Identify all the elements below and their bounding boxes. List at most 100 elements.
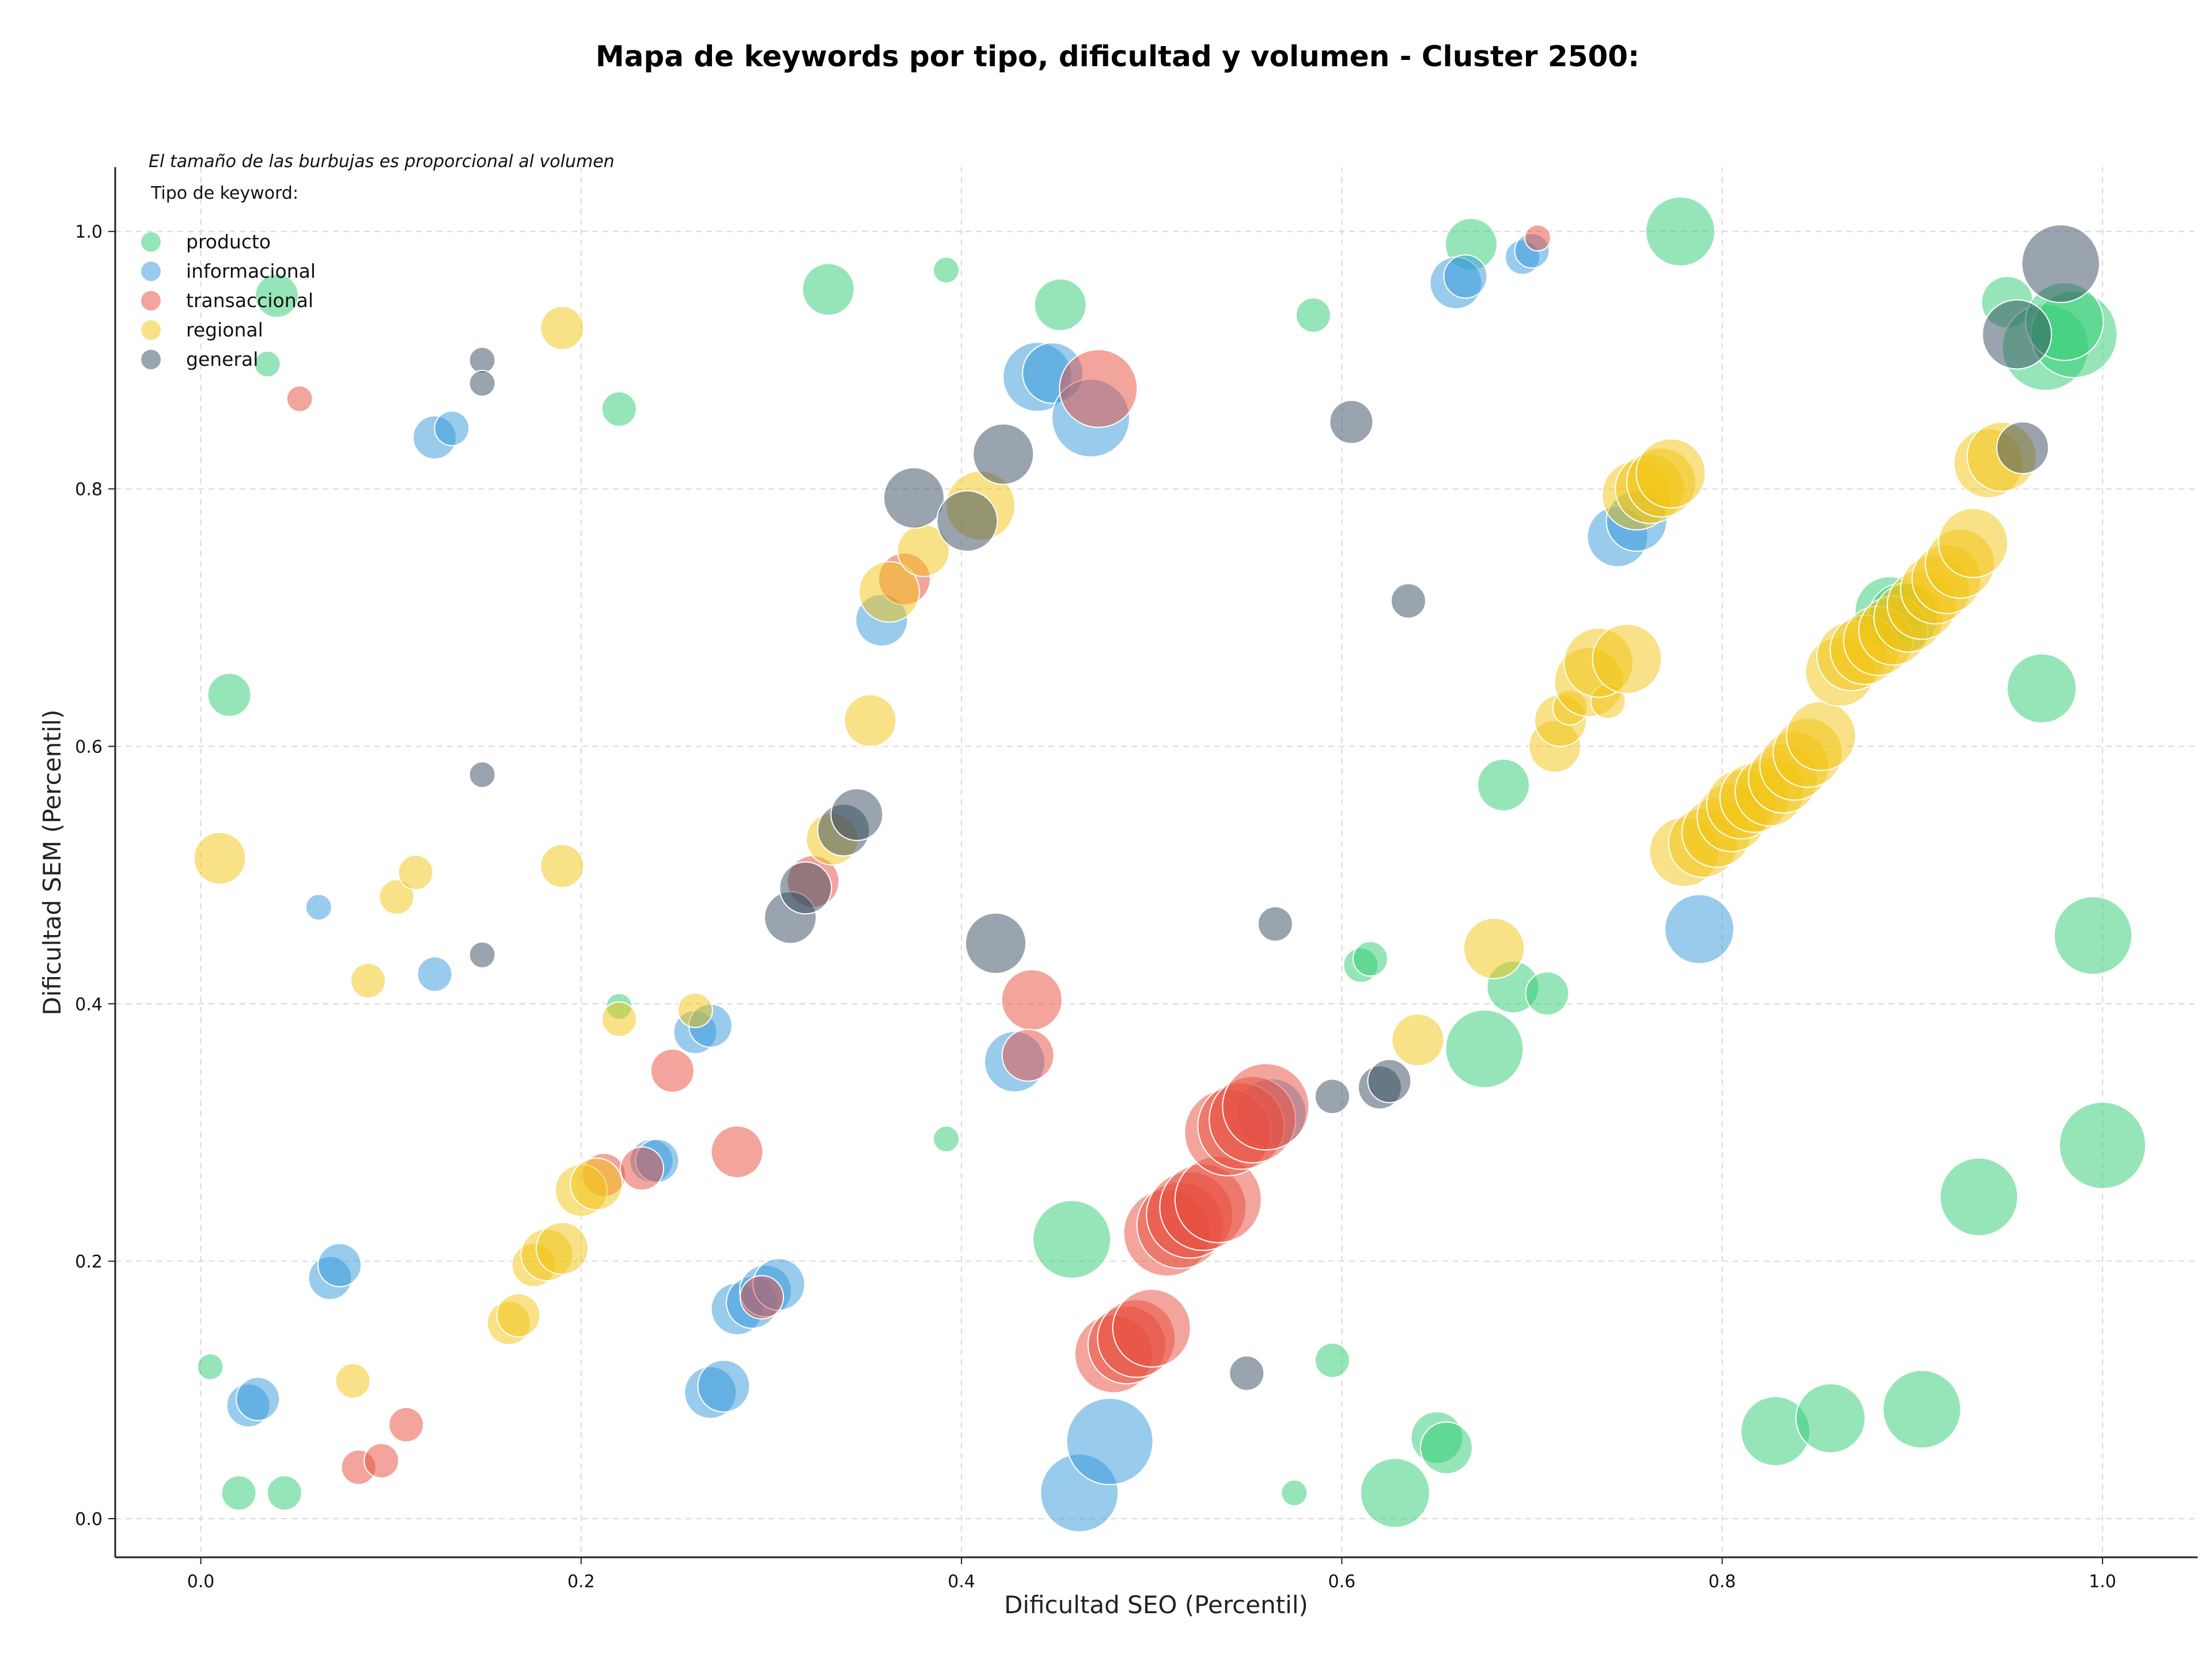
bubble-producto: [601, 391, 637, 427]
bubble-regional: [1463, 917, 1525, 979]
bubble-producto: [1314, 1342, 1350, 1379]
bubble-general: [468, 761, 496, 789]
legend-label-general: general: [186, 348, 258, 370]
bubble-regional: [1592, 623, 1662, 694]
bubble-transaccional: [286, 385, 313, 413]
x-axis-ticks: 0.0 0.2 0.4 0.6 0.8 1.0: [187, 1557, 2116, 1592]
bubble-general: [779, 861, 832, 915]
y-axis-label: Dificultad SEM (Percentil): [38, 710, 66, 1016]
legend-marker-regional: [141, 320, 161, 340]
bubble-producto: [1281, 1479, 1308, 1507]
legend-label-producto: producto: [186, 230, 271, 253]
legend-label-regional: regional: [186, 319, 263, 341]
bubble-general: [830, 788, 884, 841]
y-tick-label: 0.2: [75, 1252, 103, 1272]
bubble-producto: [255, 273, 300, 318]
bubble-transaccional: [1222, 1063, 1310, 1151]
bubble-transaccional: [388, 1406, 425, 1443]
bubble-regional: [570, 1157, 623, 1211]
bubble-general: [965, 912, 1027, 974]
bubble-general: [1982, 299, 2052, 370]
bubble-producto: [1795, 1383, 1866, 1454]
bubble-producto: [1032, 1200, 1112, 1279]
bubble-general: [468, 369, 496, 397]
bubble-transaccional: [739, 1275, 784, 1320]
legend-heading: Tipo de keyword:: [150, 183, 298, 203]
bubble-producto: [1419, 1421, 1473, 1475]
legend-marker-informacional: [141, 262, 161, 281]
bubble-producto: [2053, 896, 2133, 975]
bubble-general: [1996, 421, 2050, 475]
bubble-producto: [2006, 653, 2077, 724]
y-tick-label: 0.4: [75, 994, 103, 1015]
bubble-regional: [540, 305, 585, 350]
bubble-informacional: [697, 1359, 751, 1413]
bubble-regional: [601, 1001, 637, 1038]
bubble-producto: [1033, 278, 1087, 332]
x-tick-label: 0.2: [567, 1572, 595, 1592]
bubbles-layer: [193, 196, 2146, 1533]
y-tick-label: 0.6: [75, 737, 103, 757]
bubble-producto: [221, 1475, 257, 1511]
bubble-producto: [266, 1475, 302, 1511]
bubble-regional: [535, 1221, 589, 1275]
bubble-general: [468, 346, 496, 374]
bubble-producto: [1352, 941, 1388, 977]
bubble-producto: [1882, 1369, 1961, 1449]
legend-marker-producto: [141, 232, 161, 252]
bubble-regional: [397, 854, 434, 891]
bubble-general: [1390, 582, 1426, 619]
bubble-producto: [1477, 758, 1530, 812]
bubble-informacional: [434, 410, 470, 447]
legend-marker-general: [141, 350, 161, 369]
x-tick-label: 0.4: [948, 1572, 975, 1592]
bubble-producto: [933, 256, 960, 284]
bubble-general: [1329, 399, 1374, 444]
bubble-regional: [858, 561, 921, 623]
chart-title: Mapa de keywords por tipo, dificultad y …: [596, 40, 1639, 73]
bubble-producto: [196, 1353, 224, 1380]
bubble-transaccional: [710, 1125, 764, 1179]
x-tick-label: 0.6: [1328, 1572, 1356, 1592]
bubble-regional: [496, 1293, 541, 1338]
bubble-transaccional: [1001, 969, 1063, 1031]
legend-note: El tamaño de las burbujas es proporciona…: [149, 152, 615, 172]
bubble-informacional: [1443, 254, 1488, 299]
y-tick-label: 0.0: [75, 1509, 103, 1530]
x-tick-label: 0.8: [1709, 1572, 1736, 1592]
legend: El tamaño de las burbujas es proporciona…: [141, 152, 615, 370]
bubble-transaccional: [1524, 224, 1551, 252]
bubble-regional: [1786, 701, 1857, 771]
bubble-regional: [1635, 438, 1706, 509]
bubble-producto: [1939, 1157, 2018, 1236]
legend-marker-transaccional: [141, 291, 161, 311]
bubble-general: [972, 423, 1035, 485]
bubble-producto: [2058, 1102, 2146, 1190]
bubble-producto: [802, 263, 855, 316]
bubble-producto: [1645, 196, 1716, 267]
bubble-general: [883, 467, 945, 529]
bubble-informacional: [305, 894, 332, 921]
bubble-regional: [540, 843, 585, 888]
bubble-general: [1314, 1079, 1350, 1115]
legend-label-transaccional: transaccional: [186, 289, 313, 312]
bubble-informacional: [1664, 894, 1735, 964]
bubble-general: [1229, 1355, 1265, 1391]
bubble-general: [1257, 906, 1293, 942]
bubble-regional: [1391, 1013, 1445, 1066]
bubble-producto: [1295, 297, 1331, 333]
bubble-transaccional: [650, 1048, 695, 1093]
bubble-general: [1367, 1058, 1412, 1103]
bubble-producto: [1445, 1009, 1524, 1088]
bubble-producto: [207, 672, 252, 717]
y-tick-label: 0.8: [75, 480, 103, 500]
bubble-regional: [350, 963, 387, 999]
bubble-general: [468, 941, 496, 968]
bubble-producto: [1525, 971, 1570, 1016]
bubble-regional: [193, 831, 247, 885]
bubble-informacional: [236, 1376, 281, 1421]
bubble-transaccional: [363, 1443, 400, 1479]
bubble-transaccional: [1059, 349, 1138, 428]
legend-items: producto informacional transaccional region…: [141, 230, 316, 370]
